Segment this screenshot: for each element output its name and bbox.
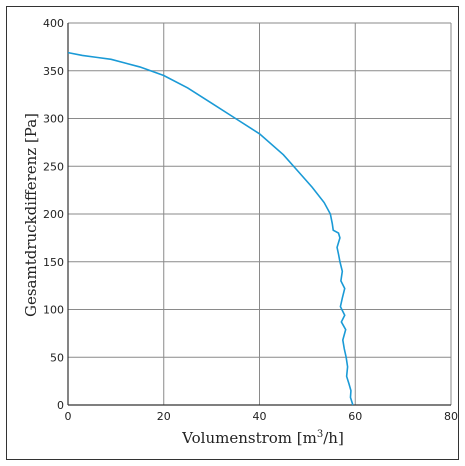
x-tick-label: 0 [65,410,72,423]
y-tick-label: 400 [43,17,64,30]
x-tick-label: 20 [157,410,171,423]
y-tick-label: 150 [43,256,64,269]
y-tick-label: 200 [43,208,64,221]
y-tick-label: 0 [57,399,64,412]
tick-labels: 0 20 40 60 80 0 50 100 150 200 250 300 350 400 [43,17,458,423]
series-line [67,51,354,406]
x-tick-label: 40 [253,410,267,423]
y-tick-label: 250 [43,160,64,173]
axes [67,23,451,406]
x-tick-label: 60 [348,410,362,423]
y-tick-label: 100 [43,304,64,317]
x-tick-label: 80 [444,410,458,423]
y-tick-label: 50 [50,351,64,364]
y-tick-label: 350 [43,65,64,78]
x-axis-title: Volumenstrom [m3/h] [181,429,344,447]
chart-border [6,6,459,460]
y-tick-label: 300 [43,113,64,126]
y-axis-title: Gesamtdruckdifferenz [Pa] [22,113,40,317]
